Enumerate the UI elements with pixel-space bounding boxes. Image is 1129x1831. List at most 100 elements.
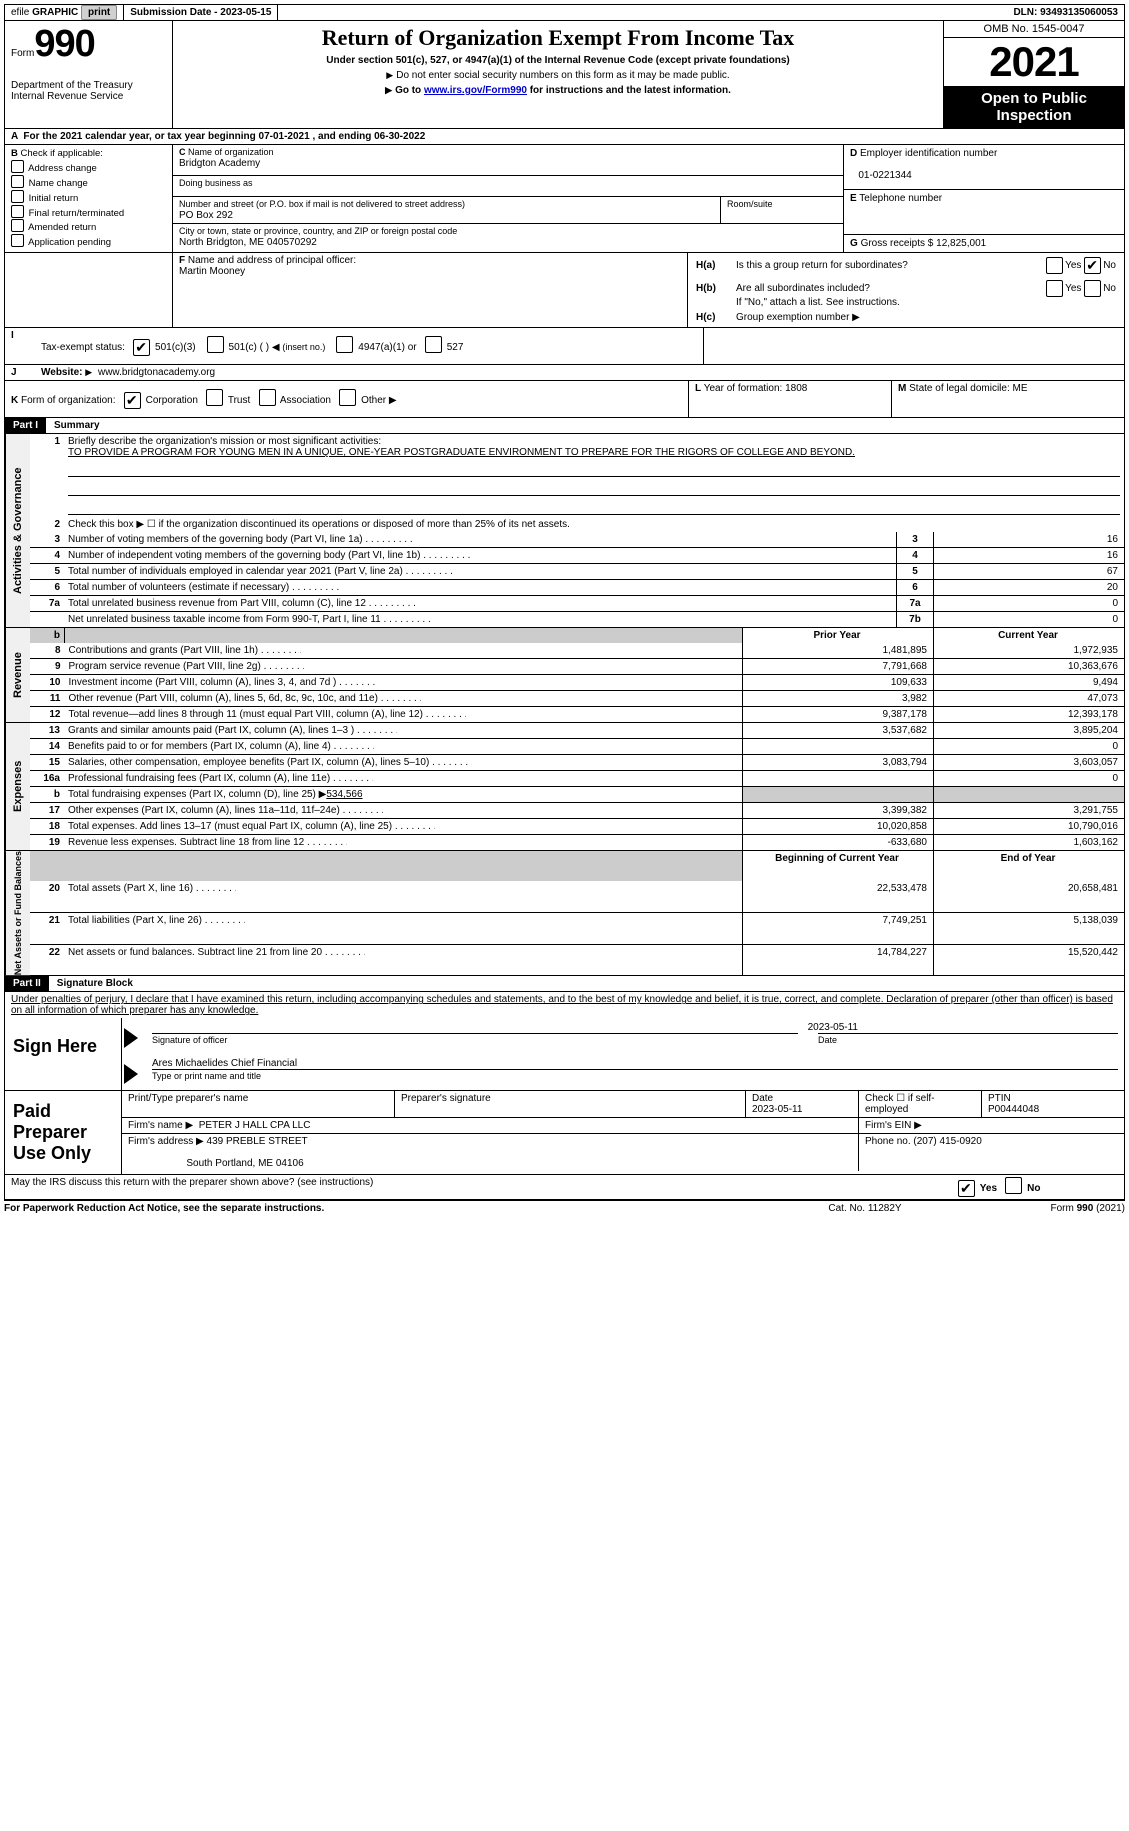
- sidelabel-revenue: Revenue: [5, 628, 30, 722]
- chk-application-pending[interactable]: [11, 234, 24, 247]
- paid-preparer-block: Paid Preparer Use Only Print/Type prepar…: [4, 1091, 1125, 1175]
- table-row: 10 Investment income (Part VIII, column …: [30, 675, 1124, 691]
- form-title: Return of Organization Exempt From Incom…: [179, 25, 937, 51]
- sidelabel-expenses: Expenses: [5, 723, 30, 850]
- table-row: 13 Grants and similar amounts paid (Part…: [30, 723, 1124, 739]
- sig-arrow-icon: [124, 1028, 138, 1048]
- table-row: 16a Professional fundraising fees (Part …: [30, 771, 1124, 787]
- table-row: 17 Other expenses (Part IX, column (A), …: [30, 803, 1124, 819]
- chk-corporation[interactable]: [124, 392, 141, 409]
- mission-text: TO PROVIDE A PROGRAM FOR YOUNG MEN IN A …: [68, 447, 855, 458]
- table-row: 8 Contributions and grants (Part VIII, l…: [30, 643, 1124, 659]
- chk-name-change[interactable]: [11, 175, 24, 188]
- website-row: J Website: www.bridgtonacademy.org: [4, 365, 1125, 381]
- chk-501c3[interactable]: [133, 339, 150, 356]
- netassets-section: Net Assets or Fund Balances Beginning of…: [4, 851, 1125, 976]
- box-b: B Check if applicable: Address change Na…: [5, 145, 173, 252]
- activities-section: Activities & Governance 1 Briefly descri…: [4, 434, 1125, 628]
- page-footer: For Paperwork Reduction Act Notice, see …: [4, 1200, 1125, 1214]
- table-row: 7a Total unrelated business revenue from…: [30, 596, 1124, 612]
- revenue-section: Revenue b Prior Year Current Year 8 Cont…: [4, 628, 1125, 723]
- sig-date: 2023-05-11: [152, 1022, 1118, 1033]
- efile-label: efile GRAPHIC print: [5, 5, 123, 20]
- form-number: Form990: [11, 23, 166, 66]
- table-row: Net unrelated business taxable income fr…: [30, 612, 1124, 628]
- chk-address-change[interactable]: [11, 160, 24, 173]
- form-org-row: K Form of organization: Corporation Trus…: [4, 381, 1125, 418]
- omb-number: OMB No. 1545-0047: [944, 21, 1124, 38]
- org-name: Bridgton Academy: [179, 158, 260, 169]
- form-subtitle: Under section 501(c), 527, or 4947(a)(1)…: [179, 55, 937, 66]
- box-c: C Name of organization Bridgton Academy …: [173, 145, 843, 252]
- discuss-row: May the IRS discuss this return with the…: [4, 1175, 1125, 1200]
- table-row: 11 Other revenue (Part VIII, column (A),…: [30, 691, 1124, 707]
- gross-receipts: 12,825,001: [936, 238, 986, 249]
- table-row: 9 Program service revenue (Part VIII, li…: [30, 659, 1124, 675]
- table-row: 15 Salaries, other compensation, employe…: [30, 755, 1124, 771]
- chk-initial-return[interactable]: [11, 190, 24, 203]
- firm-name: PETER J HALL CPA LLC: [199, 1120, 311, 1131]
- chk-501c[interactable]: [207, 336, 224, 353]
- state-domicile: ME: [1013, 383, 1028, 394]
- firm-phone: (207) 415-0920: [913, 1136, 981, 1147]
- line-a-taxyear: A For the 2021 calendar year, or tax yea…: [5, 129, 1124, 144]
- print-button[interactable]: print: [81, 5, 117, 20]
- org-city: North Bridgton, ME 040570292: [179, 237, 317, 248]
- table-row: 4 Number of independent voting members o…: [30, 548, 1124, 564]
- sidelabel-activities: Activities & Governance: [5, 434, 30, 627]
- prep-date: 2023-05-11: [752, 1104, 802, 1115]
- identity-block: B Check if applicable: Address change Na…: [4, 145, 1125, 253]
- sidelabel-netassets: Net Assets or Fund Balances: [5, 851, 30, 975]
- ein: 01-0221344: [858, 170, 911, 181]
- dln: DLN: 93493135060053: [1007, 5, 1124, 20]
- chk-other[interactable]: [339, 389, 356, 406]
- open-to-public: Open to Public Inspection: [944, 86, 1124, 128]
- table-row: 3 Number of voting members of the govern…: [30, 532, 1124, 548]
- firm-addr1: 439 PREBLE STREET: [207, 1136, 308, 1147]
- treasury-dept: Department of the Treasury: [11, 80, 166, 91]
- chk-trust[interactable]: [206, 389, 223, 406]
- irs-line: Internal Revenue Service: [11, 91, 166, 102]
- table-row: 18 Total expenses. Add lines 13–17 (must…: [30, 819, 1124, 835]
- chk-discuss-no[interactable]: [1005, 1177, 1022, 1194]
- prep-selfemp: Check ☐ if self-employed: [859, 1091, 982, 1118]
- chk-amended-return[interactable]: [11, 219, 24, 232]
- form-header: Form990 Department of the Treasury Inter…: [4, 21, 1125, 129]
- part1-header: Part I Summary: [4, 418, 1125, 434]
- table-row: 6 Total number of volunteers (estimate i…: [30, 580, 1124, 596]
- chk-group-no[interactable]: [1084, 257, 1101, 274]
- chk-final-return[interactable]: [11, 205, 24, 218]
- typed-name: Ares Michaelides Chief Financial: [152, 1058, 1118, 1069]
- sig-arrow-icon: [124, 1064, 138, 1084]
- table-row: 5 Total number of individuals employed i…: [30, 564, 1124, 580]
- perjury-statement: Under penalties of perjury, I declare th…: [4, 992, 1125, 1018]
- chk-subs-yes[interactable]: [1046, 280, 1063, 297]
- ssn-note: Do not enter social security numbers on …: [179, 70, 937, 81]
- chk-527[interactable]: [425, 336, 442, 353]
- form990-link[interactable]: www.irs.gov/Form990: [424, 85, 527, 96]
- year-formation: 1808: [785, 383, 807, 394]
- chk-4947[interactable]: [336, 336, 353, 353]
- chk-subs-no[interactable]: [1084, 280, 1101, 297]
- submission-date: Submission Date - 2023-05-15: [123, 5, 278, 20]
- chk-group-yes[interactable]: [1046, 257, 1063, 274]
- officer-name: Martin Mooney: [179, 266, 245, 277]
- table-row: 20 Total assets (Part X, line 16) 22,533…: [30, 881, 1124, 912]
- org-street: PO Box 292: [179, 210, 233, 221]
- ptin: P00444048: [988, 1104, 1039, 1115]
- goto-note: Go to www.irs.gov/Form990 for instructio…: [179, 85, 937, 96]
- expenses-section: Expenses 13 Grants and similar amounts p…: [4, 723, 1125, 851]
- top-bar: efile GRAPHIC print Submission Date - 20…: [4, 4, 1125, 21]
- chk-discuss-yes[interactable]: [958, 1180, 975, 1197]
- table-row: 19 Revenue less expenses. Subtract line …: [30, 835, 1124, 851]
- part2-header: Part II Signature Block: [4, 976, 1125, 992]
- website: www.bridgtonacademy.org: [98, 367, 215, 378]
- chk-association[interactable]: [259, 389, 276, 406]
- room-suite: Room/suite: [720, 197, 843, 223]
- tax-year: 2021: [944, 38, 1124, 86]
- table-row: 22 Net assets or fund balances. Subtract…: [30, 944, 1124, 975]
- officer-block: F Name and address of principal officer:…: [4, 253, 1125, 328]
- table-row: 21 Total liabilities (Part X, line 26) 7…: [30, 912, 1124, 944]
- table-row: 12 Total revenue—add lines 8 through 11 …: [30, 707, 1124, 723]
- sign-here-block: Sign Here 2023-05-11 Signature of office…: [4, 1018, 1125, 1091]
